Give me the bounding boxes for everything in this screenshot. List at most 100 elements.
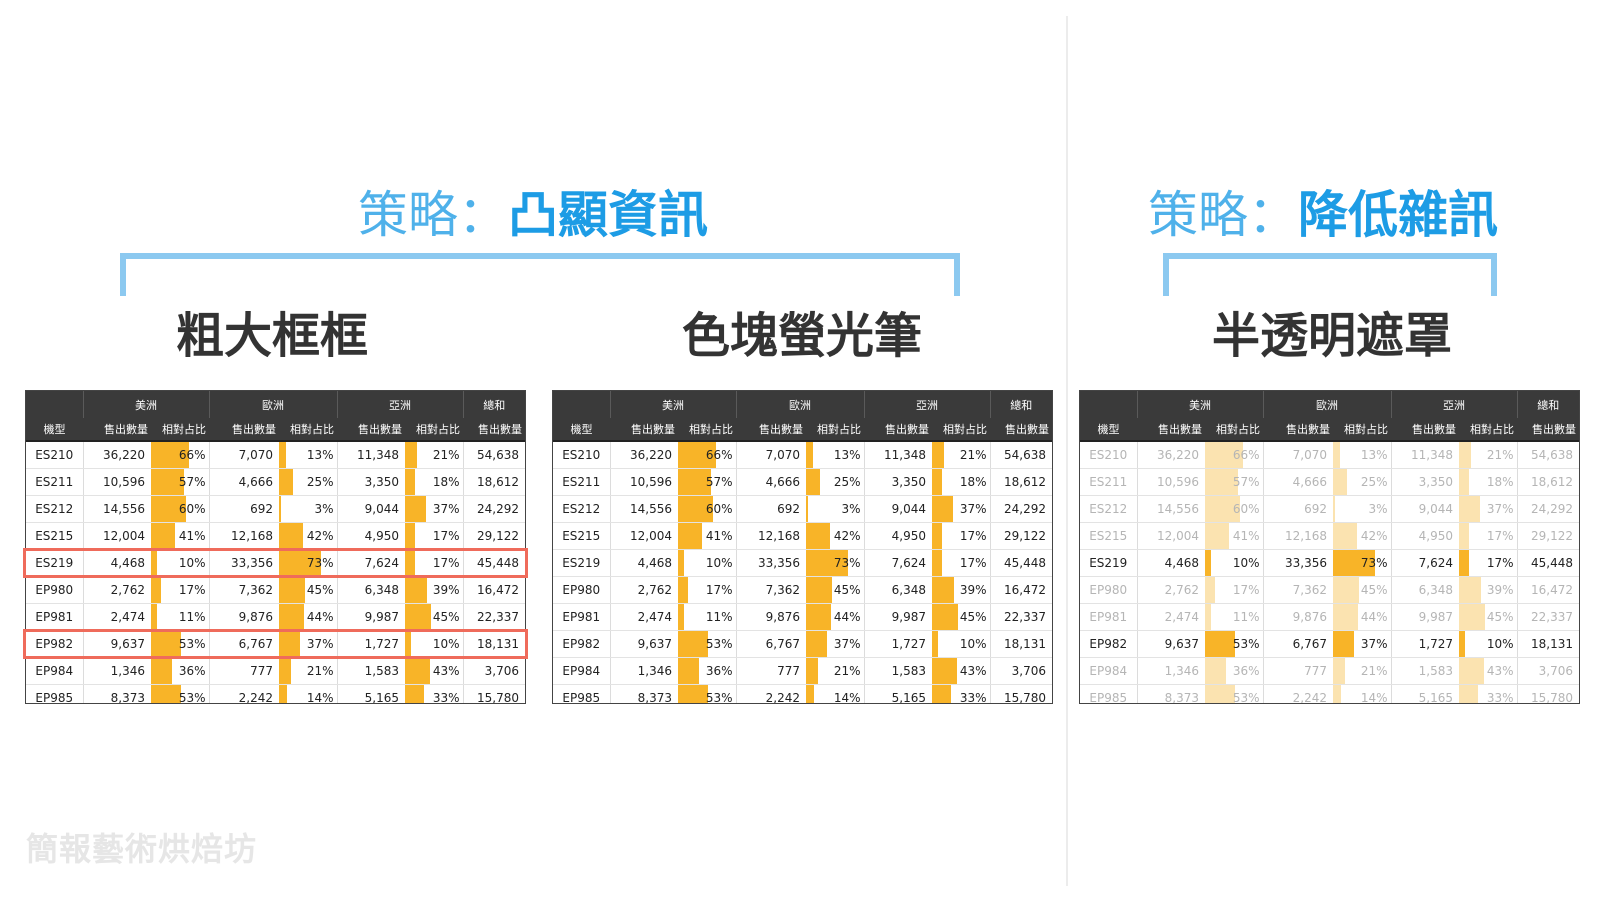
group-header: 美洲	[1136, 391, 1263, 418]
share-cell: 13%	[1333, 441, 1392, 469]
share-bar	[1459, 577, 1482, 603]
total-cell: 54,638	[463, 441, 525, 469]
share-cell: 45%	[1333, 576, 1392, 604]
share-bar	[932, 631, 938, 657]
model-cell: EP980	[26, 576, 84, 604]
table-row: EP980 2,762 17% 7,362 45% 6,348 39% 16,472	[1080, 576, 1579, 604]
qty-cell: 36,220	[610, 441, 678, 469]
share-bar	[151, 685, 182, 703]
share-bar	[1333, 550, 1375, 576]
share-value: 17%	[1232, 583, 1260, 597]
total-cell: 22,337	[463, 603, 525, 631]
qty-cell: 7,624	[864, 549, 932, 577]
column-header: 售出數量	[1391, 418, 1459, 442]
section-divider	[1066, 16, 1068, 886]
qty-cell: 12,168	[736, 522, 806, 550]
qty-cell: 2,242	[209, 684, 279, 703]
share-cell: 73%	[806, 549, 865, 577]
qty-cell: 2,474	[83, 603, 151, 631]
share-value: 18%	[432, 475, 460, 489]
total-cell: 15,780	[990, 684, 1052, 703]
share-value: 45%	[1360, 583, 1388, 597]
column-header: 相對占比	[279, 418, 337, 442]
share-value: 37%	[432, 502, 460, 516]
share-cell: 21%	[279, 657, 338, 685]
qty-cell: 9,637	[83, 630, 151, 658]
model-cell: EP984	[1080, 657, 1138, 685]
share-cell: 14%	[806, 684, 865, 703]
model-cell: EP981	[26, 603, 84, 631]
share-bar	[1205, 658, 1226, 684]
model-cell: EP982	[26, 630, 84, 658]
qty-cell: 1,583	[337, 657, 405, 685]
share-bar	[678, 577, 688, 603]
qty-cell: 2,474	[1137, 603, 1205, 631]
share-value: 60%	[1232, 502, 1260, 516]
share-bar	[932, 550, 942, 576]
share-value: 10%	[432, 637, 460, 651]
share-cell: 73%	[279, 549, 338, 577]
share-value: 17%	[432, 556, 460, 570]
group-header: 歐洲	[1262, 391, 1391, 418]
total-cell: 18,612	[463, 468, 525, 496]
table-row: ES215 12,004 41% 12,168 42% 4,950 17% 29,122	[1080, 522, 1579, 550]
share-bar	[1459, 523, 1469, 549]
table-row: EP984 1,346 36% 777 21% 1,583 43% 3,706	[26, 657, 525, 685]
share-value: 17%	[1486, 529, 1514, 543]
table-row: ES210 36,220 66% 7,070 13% 11,348 21% 54,638	[1080, 441, 1579, 469]
qty-cell: 5,165	[337, 684, 405, 703]
qty-cell: 9,876	[1263, 603, 1333, 631]
table-translucent-mask: 美洲 歐洲 亞洲 總和 機型 售出數量 相對占比 售出數量 相對占比 售出數量 相對占比 售出數量 ES…	[1079, 390, 1580, 704]
total-cell: 16,472	[463, 576, 525, 604]
share-value: 44%	[833, 610, 861, 624]
share-value: 36%	[1232, 664, 1260, 678]
model-cell: ES210	[1080, 441, 1138, 469]
column-header: 售出數量	[610, 418, 678, 442]
group-header: 總和	[1516, 391, 1579, 418]
group-header: 美洲	[609, 391, 736, 418]
share-bar	[405, 604, 431, 630]
share-bar	[1459, 604, 1485, 630]
column-header: 售出數量	[1137, 418, 1205, 442]
qty-cell: 1,583	[864, 657, 932, 685]
column-header: 機型	[553, 418, 610, 442]
total-cell: 22,337	[990, 603, 1052, 631]
qty-cell: 36,220	[83, 441, 151, 469]
share-value: 37%	[833, 637, 861, 651]
model-cell: EP985	[553, 684, 611, 703]
share-value: 53%	[1232, 691, 1260, 704]
share-cell: 53%	[1205, 684, 1264, 704]
share-value: 45%	[1486, 610, 1514, 624]
share-value: 11%	[178, 610, 206, 624]
qty-cell: 7,070	[1263, 441, 1333, 469]
model-cell: EP982	[553, 630, 611, 658]
share-bar	[279, 523, 304, 549]
method-title-thick-frame: 粗大框框	[175, 308, 368, 364]
share-cell: 10%	[932, 630, 991, 658]
total-cell: 45,448	[1517, 549, 1579, 577]
qty-cell: 7,362	[209, 576, 279, 604]
model-cell: EP985	[1080, 684, 1138, 703]
model-cell: ES211	[553, 468, 611, 496]
share-bar	[932, 604, 958, 630]
share-bar	[806, 496, 808, 522]
share-value: 53%	[178, 691, 206, 704]
share-cell: 43%	[405, 657, 464, 685]
share-value: 33%	[959, 691, 987, 704]
qty-cell: 4,950	[1391, 522, 1459, 550]
share-cell: 36%	[1205, 657, 1264, 685]
share-cell: 60%	[678, 495, 737, 523]
share-value: 73%	[833, 556, 861, 570]
qty-cell: 9,044	[1391, 495, 1459, 523]
total-cell: 3,706	[1517, 657, 1579, 685]
share-bar	[1205, 442, 1243, 468]
share-cell: 44%	[279, 603, 338, 631]
strategy-bracket-left	[120, 253, 960, 296]
strategy-bracket-right	[1163, 253, 1497, 296]
qty-cell: 1,346	[1137, 657, 1205, 685]
share-bar	[678, 523, 702, 549]
share-bar	[279, 577, 305, 603]
share-bar	[806, 658, 819, 684]
qty-cell: 777	[209, 657, 279, 685]
qty-cell: 4,666	[736, 468, 806, 496]
